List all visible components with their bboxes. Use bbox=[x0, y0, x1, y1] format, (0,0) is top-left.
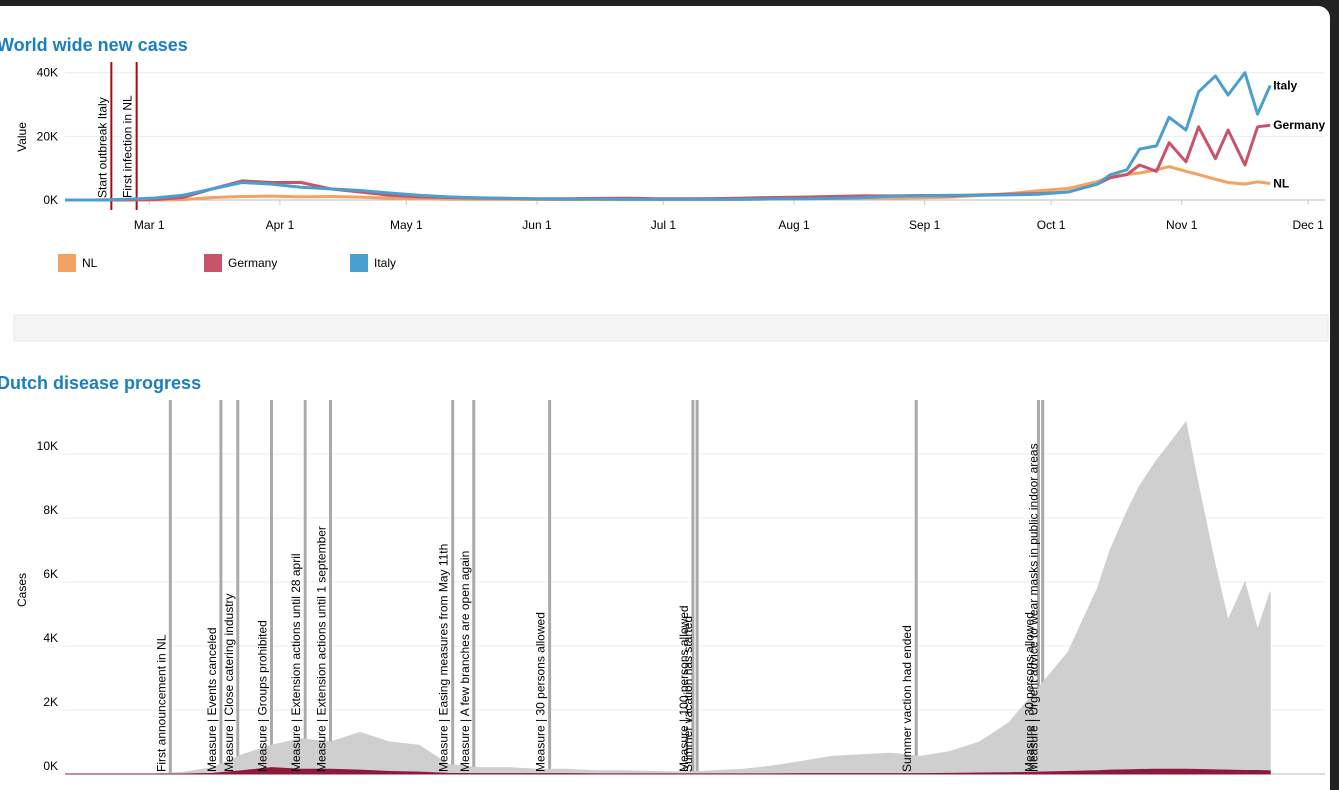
y-tick-label: 8K bbox=[43, 503, 58, 517]
legend-swatch bbox=[58, 254, 76, 272]
annotation-label: Measure | Close catering industry bbox=[222, 593, 236, 772]
x-tick-label: Mar 1 bbox=[134, 218, 165, 232]
legend-swatch bbox=[204, 254, 222, 272]
annotation-label: Measure | Groups prohibited bbox=[255, 620, 269, 772]
x-tick-label: Dec 1 bbox=[1292, 218, 1324, 232]
x-tick-label: Aug 1 bbox=[778, 218, 810, 232]
x-tick-label: May 1 bbox=[390, 218, 423, 232]
annotation-label: Measure | Extension actions until 28 apr… bbox=[289, 553, 303, 772]
x-tick-label: Apr 1 bbox=[266, 218, 295, 232]
annotation-label: Measure | 100 persons allowed bbox=[677, 605, 691, 772]
x-tick-label: Jun 1 bbox=[522, 218, 552, 232]
annotation-label: Measure | Events canceled bbox=[205, 627, 219, 772]
annotation-label: Summer vaction had ended bbox=[900, 625, 914, 772]
x-tick-label: Oct 1 bbox=[1037, 218, 1066, 232]
annotation-label: Measure | Extension actions until 1 sept… bbox=[314, 526, 328, 772]
annotation-label: Measure | Urgent advice to wear masks in… bbox=[1027, 443, 1041, 772]
chart-title: Dutch disease progress bbox=[0, 373, 201, 393]
end-label: Italy bbox=[1273, 78, 1297, 92]
end-label: Germany bbox=[1273, 118, 1325, 132]
annotation-label: Measure | A few branches are open again bbox=[458, 551, 472, 772]
annotation-label: Measure | 30 persons allowed bbox=[534, 612, 548, 772]
annotation-label: Measure | 30 persons allowed bbox=[1022, 612, 1036, 772]
separator bbox=[13, 314, 1329, 342]
line bbox=[65, 71, 1272, 202]
y-tick-label: 10K bbox=[37, 439, 58, 453]
x-tick-label: Jul 1 bbox=[651, 218, 677, 232]
legend-label: Germany bbox=[228, 256, 277, 270]
annotation-label: First announcement in NL bbox=[154, 634, 168, 772]
end-label: NL bbox=[1273, 176, 1289, 190]
y-tick-label: 2K bbox=[43, 695, 58, 709]
y-tick-label: 20K bbox=[37, 129, 58, 143]
y-tick-label: 6K bbox=[43, 567, 58, 581]
x-tick-label: Sep 1 bbox=[909, 218, 941, 232]
chart-title: World wide new cases bbox=[0, 35, 188, 55]
panel bbox=[0, 6, 1330, 790]
x-tick-label: Nov 1 bbox=[1166, 218, 1198, 232]
annotation-label: Summer vacation has started bbox=[681, 616, 695, 772]
annotation-label: Measure | Easing measures from May 11th bbox=[437, 544, 451, 772]
annotation-label: First infection in NL bbox=[121, 95, 135, 198]
legend-label: NL bbox=[82, 256, 98, 270]
y-tick-label: 40K bbox=[37, 66, 58, 80]
area bbox=[65, 420, 1271, 775]
y-tick-label: 4K bbox=[43, 631, 58, 645]
y-tick-label: 0K bbox=[43, 759, 58, 773]
legend-swatch bbox=[350, 254, 368, 272]
y-axis-label: Cases bbox=[15, 573, 29, 607]
y-tick-label: 0K bbox=[43, 193, 58, 207]
annotation-label: Start outbreak Italy bbox=[95, 97, 109, 198]
legend-label: Italy bbox=[374, 256, 396, 270]
y-axis-label: Value bbox=[15, 122, 29, 152]
area bbox=[65, 767, 1271, 775]
